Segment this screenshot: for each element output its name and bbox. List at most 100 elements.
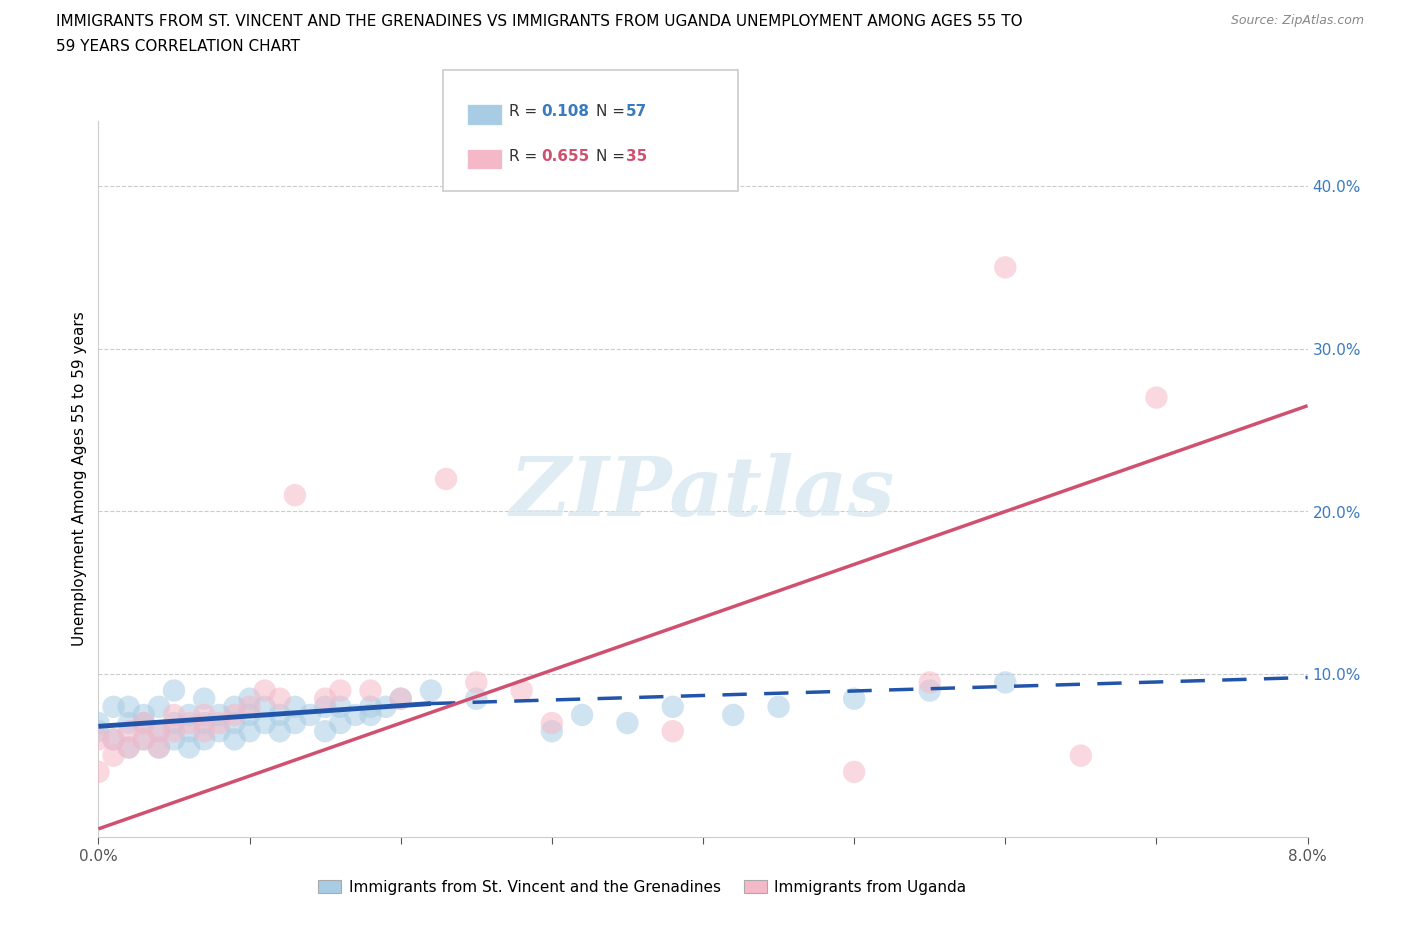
Point <box>329 699 352 714</box>
Point <box>148 724 170 738</box>
Legend: Immigrants from St. Vincent and the Grenadines, Immigrants from Uganda: Immigrants from St. Vincent and the Gren… <box>312 873 973 901</box>
Point <box>253 716 276 731</box>
Point <box>723 708 745 723</box>
Point <box>148 724 170 738</box>
Point <box>360 683 382 698</box>
Point <box>179 708 201 723</box>
Point <box>193 732 215 747</box>
Point <box>103 748 125 763</box>
Point <box>314 724 336 738</box>
Text: R =: R = <box>509 149 543 164</box>
Point <box>661 699 683 714</box>
Point <box>314 691 336 706</box>
Point <box>284 699 307 714</box>
Point <box>1070 748 1092 763</box>
Point <box>87 732 110 747</box>
Point <box>118 740 141 755</box>
Text: 0.108: 0.108 <box>541 104 589 119</box>
Text: 57: 57 <box>626 104 647 119</box>
Point <box>103 699 125 714</box>
Point <box>768 699 790 714</box>
Point <box>103 732 125 747</box>
Point <box>148 740 170 755</box>
Point <box>132 708 155 723</box>
Point <box>224 699 246 714</box>
Point <box>239 691 262 706</box>
Text: IMMIGRANTS FROM ST. VINCENT AND THE GRENADINES VS IMMIGRANTS FROM UGANDA UNEMPLO: IMMIGRANTS FROM ST. VINCENT AND THE GREN… <box>56 14 1024 29</box>
Point <box>253 699 276 714</box>
Point <box>434 472 457 486</box>
Point <box>87 724 110 738</box>
Point <box>844 764 866 779</box>
Point <box>179 740 201 755</box>
Text: N =: N = <box>596 104 630 119</box>
Point <box>193 691 215 706</box>
Text: R =: R = <box>509 104 543 119</box>
Point <box>163 708 186 723</box>
Point <box>510 683 533 698</box>
Point <box>132 716 155 731</box>
Point <box>239 708 262 723</box>
Point <box>118 716 141 731</box>
Point <box>540 724 562 738</box>
Point <box>284 716 307 731</box>
Point <box>661 724 683 738</box>
Point <box>163 732 186 747</box>
Point <box>163 724 186 738</box>
Point <box>87 716 110 731</box>
Point <box>208 716 231 731</box>
Point <box>118 724 141 738</box>
Text: 59 YEARS CORRELATION CHART: 59 YEARS CORRELATION CHART <box>56 39 299 54</box>
Point <box>420 683 443 698</box>
Point <box>132 716 155 731</box>
Point <box>844 691 866 706</box>
Text: Source: ZipAtlas.com: Source: ZipAtlas.com <box>1230 14 1364 27</box>
Y-axis label: Unemployment Among Ages 55 to 59 years: Unemployment Among Ages 55 to 59 years <box>72 312 87 646</box>
Point <box>616 716 638 731</box>
Point <box>314 699 336 714</box>
Text: 0.655: 0.655 <box>541 149 589 164</box>
Point <box>132 732 155 747</box>
Point <box>329 683 352 698</box>
Point <box>239 724 262 738</box>
Point <box>224 716 246 731</box>
Point <box>179 716 201 731</box>
Point <box>299 708 322 723</box>
Point <box>132 732 155 747</box>
Point <box>994 259 1017 275</box>
Point <box>224 732 246 747</box>
Point <box>224 708 246 723</box>
Text: ZIPatlas: ZIPatlas <box>510 453 896 533</box>
Point <box>239 699 262 714</box>
Point <box>148 740 170 755</box>
Point <box>360 708 382 723</box>
Point <box>103 732 125 747</box>
Point <box>540 716 562 731</box>
Text: N =: N = <box>596 149 630 164</box>
Point <box>208 708 231 723</box>
Point <box>389 691 412 706</box>
Point <box>360 699 382 714</box>
Point <box>465 675 488 690</box>
Point <box>193 708 215 723</box>
Point <box>994 675 1017 690</box>
Point <box>118 699 141 714</box>
Point <box>571 708 593 723</box>
Point <box>253 683 276 698</box>
Point <box>918 683 941 698</box>
Point <box>389 691 412 706</box>
Point <box>193 724 215 738</box>
Point <box>1146 391 1168 405</box>
Point <box>269 691 291 706</box>
Point <box>918 675 941 690</box>
Point <box>118 740 141 755</box>
Point <box>374 699 396 714</box>
Point <box>284 487 307 502</box>
Point <box>193 716 215 731</box>
Point <box>269 724 291 738</box>
Point <box>344 708 367 723</box>
Point <box>465 691 488 706</box>
Point <box>87 764 110 779</box>
Point <box>148 699 170 714</box>
Point <box>163 716 186 731</box>
